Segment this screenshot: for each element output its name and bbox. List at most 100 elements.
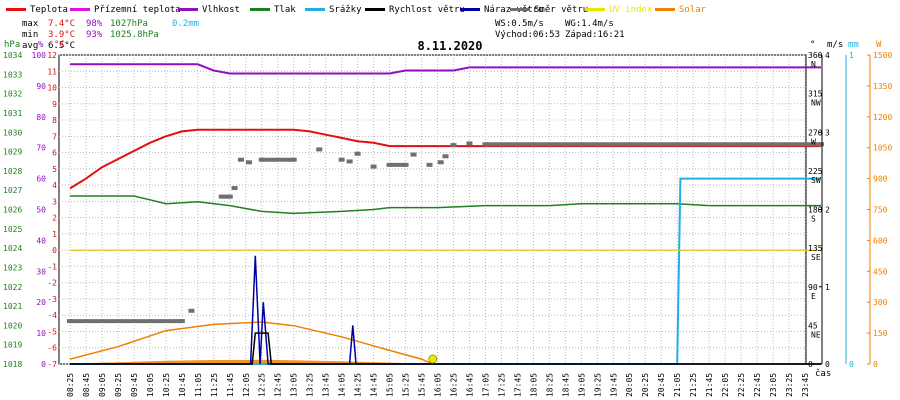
tick-solar-7: 450 — [873, 267, 888, 276]
tick-hpa-3: 1031 — [3, 109, 22, 118]
stat-avg-label: avg — [22, 41, 38, 51]
tick-x-39: 21:25 — [689, 373, 698, 397]
legend-label-0: Teplota — [30, 5, 68, 15]
tick-dir-name-6: E — [811, 292, 816, 301]
tick-rain-0: 1 — [849, 51, 854, 60]
legend-swatch-8 — [585, 8, 605, 11]
series-pressure — [70, 195, 821, 215]
tick-temp-3: 9 — [52, 100, 57, 109]
tick-x-5: 10:05 — [146, 373, 155, 397]
tick-wind-4: 0 — [825, 360, 830, 369]
tick-solar-8: 300 — [873, 298, 888, 307]
wind-sun-info: WS:0.5m/s WG:1.4m/s Východ:06:53 Západ:1… — [495, 19, 625, 40]
legend-swatch-6 — [460, 8, 480, 11]
grid — [59, 54, 806, 365]
tick-x-7: 10:45 — [178, 373, 187, 397]
legend-label-9: Solar — [679, 5, 707, 15]
tick-x-3: 09:25 — [114, 373, 123, 397]
legend-label-1: Přízemní teplota — [94, 5, 181, 15]
tick-wind-0: 4 — [825, 51, 830, 60]
stat-max-label: max — [22, 19, 39, 29]
tick-dir-4: 180 — [808, 206, 823, 215]
tick-hpa-7: 1027 — [3, 186, 22, 195]
legend-swatch-5 — [365, 8, 385, 11]
tick-x-22: 15:45 — [418, 373, 427, 397]
wind-dir-point-18 — [426, 162, 433, 167]
legend-swatch-7 — [510, 8, 530, 11]
tick-x-44: 23:05 — [769, 373, 778, 397]
tick-x-38: 21:05 — [673, 373, 682, 397]
tick-dir-3: 225 — [808, 167, 823, 176]
legend-label-8: UV index — [609, 5, 653, 15]
tick-dir-name-2: W — [811, 137, 816, 146]
tick-temp-10: 2 — [52, 214, 57, 223]
tick-dir-name-5: SE — [811, 253, 821, 262]
axis-unit-dir: ° — [810, 40, 815, 50]
tick-x-1: 08:45 — [82, 373, 91, 397]
info-wg: WG:1.4m/s — [565, 19, 614, 29]
series-humidity — [70, 63, 821, 75]
tick-x-41: 22:05 — [721, 373, 730, 397]
tick-x-20: 15:05 — [386, 373, 395, 397]
tick-x-25: 16:45 — [465, 373, 474, 397]
tick-solar-0: 1500 — [873, 51, 892, 60]
tick-hpa-1: 1033 — [3, 70, 22, 79]
series-wind-speed — [70, 332, 821, 365]
axis-unit-rain: mm — [848, 40, 859, 50]
info-sunrise: Východ:06:53 — [495, 30, 560, 40]
info-ws: WS:0.5m/s — [495, 19, 544, 29]
tick-pct-10: 0 — [41, 360, 46, 369]
tick-temp-13: -1 — [47, 262, 57, 271]
legend-label-2: Vlhkost — [202, 5, 240, 15]
tick-pct-7: 30 — [36, 267, 46, 276]
tick-hpa-14: 1020 — [3, 321, 22, 330]
tick-x-43: 22:45 — [753, 373, 762, 397]
tick-hpa-8: 1026 — [3, 206, 22, 215]
legend-label-4: Srážky — [329, 5, 362, 15]
tick-temp-4: 8 — [52, 116, 57, 125]
tick-dir-name-0: N — [811, 60, 816, 69]
tick-temp-18: -6 — [47, 344, 57, 353]
tick-x-14: 13:05 — [290, 373, 299, 397]
tick-x-18: 14:25 — [354, 373, 363, 397]
tick-x-24: 16:25 — [449, 373, 458, 397]
tick-x-4: 09:45 — [130, 373, 139, 397]
axis-unit-wind: m/s — [827, 40, 843, 50]
wind-dir-point-2 — [188, 308, 195, 313]
tick-x-6: 10:25 — [162, 373, 171, 397]
stat-max-temp: 7.4°C — [48, 19, 75, 29]
tick-x-29: 18:05 — [529, 373, 538, 397]
tick-x-45: 23:25 — [785, 373, 794, 397]
tick-x-30: 18:25 — [545, 373, 554, 397]
plot-area — [58, 54, 807, 365]
tick-dir-6: 90 — [808, 283, 818, 292]
tick-dir-8: 0 — [808, 360, 813, 369]
tick-x-2: 09:05 — [98, 373, 107, 397]
axis-unit-pct: % — [38, 40, 44, 50]
tick-x-42: 22:25 — [737, 373, 746, 397]
chart-title: 8.11.2020 — [417, 39, 482, 53]
tick-hpa-16: 1018 — [3, 360, 22, 369]
tick-pct-1: 90 — [36, 82, 46, 91]
tick-hpa-2: 1032 — [3, 90, 22, 99]
tick-x-37: 20:45 — [657, 373, 666, 397]
tick-x-36: 20:25 — [641, 373, 650, 397]
tick-temp-0: 12 — [47, 51, 57, 60]
tick-temp-5: 7 — [52, 132, 57, 141]
tick-rain-1: 0 — [849, 360, 854, 369]
tick-x-19: 14:45 — [370, 373, 379, 397]
tick-solar-2: 1200 — [873, 113, 892, 122]
stat-max-hum: 98% — [86, 19, 103, 29]
stat-min-temp: 3.9°C — [48, 30, 75, 40]
tick-solar-9: 150 — [873, 329, 888, 338]
wind-dir-point-19 — [437, 160, 444, 165]
tick-solar-3: 1050 — [873, 144, 892, 153]
tick-wind-2: 2 — [825, 206, 830, 215]
tick-hpa-13: 1021 — [3, 302, 22, 311]
tick-x-11: 12:05 — [242, 373, 251, 397]
tick-x-15: 13:25 — [306, 373, 315, 397]
wind-dir-point-10 — [316, 147, 323, 152]
tick-wind-1: 3 — [825, 128, 830, 137]
tick-pct-9: 10 — [36, 329, 46, 338]
